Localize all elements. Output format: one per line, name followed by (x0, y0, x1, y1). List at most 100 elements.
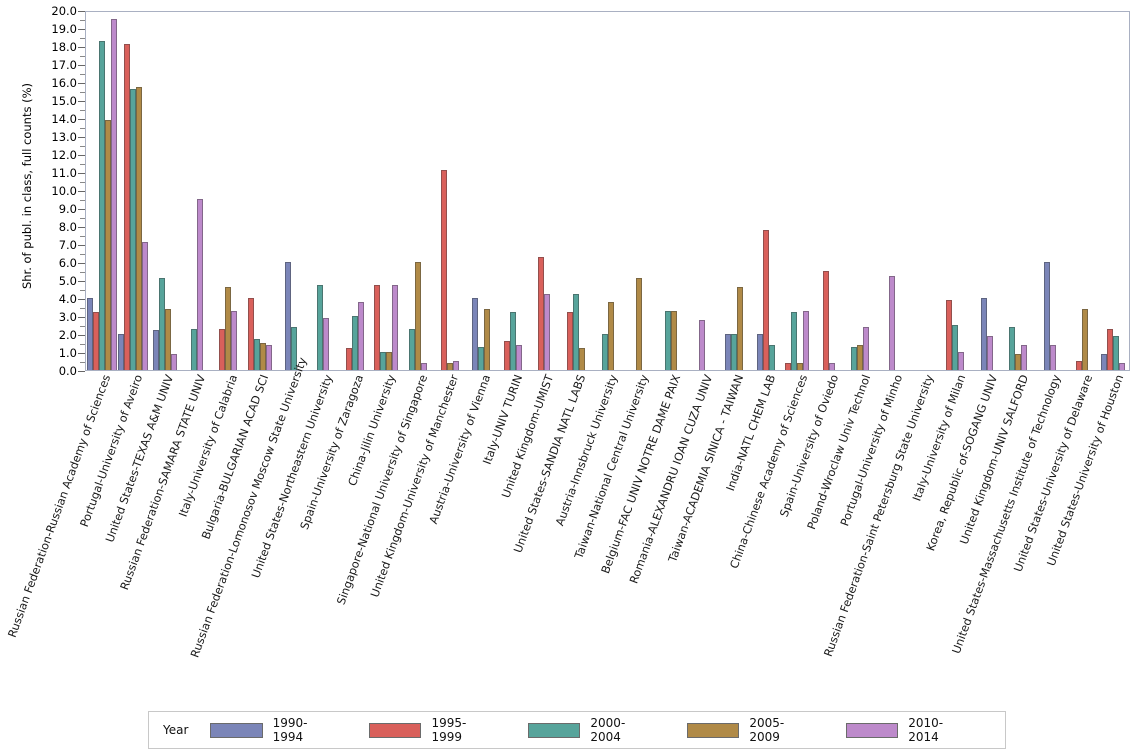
legend-swatch (528, 722, 581, 738)
y-minor-tick (80, 146, 85, 147)
bar (566, 312, 573, 370)
y-tick-mark (78, 191, 85, 192)
y-tick-mark (78, 101, 85, 102)
bar (857, 344, 864, 370)
bar (1107, 328, 1114, 370)
bar-group (149, 12, 181, 370)
legend-swatch (369, 722, 422, 738)
bar-group (939, 12, 971, 370)
bar (420, 362, 427, 370)
y-tick-label: 16.0 (51, 76, 77, 90)
bar (1021, 344, 1028, 370)
bar (165, 308, 172, 370)
bar-group (908, 12, 940, 370)
bar-group (592, 12, 624, 370)
bar (478, 346, 485, 370)
y-minor-tick (80, 326, 85, 327)
bar (699, 319, 706, 370)
legend-swatch (846, 722, 899, 738)
bar-group (813, 12, 845, 370)
bar-group (845, 12, 877, 370)
y-tick-mark (78, 299, 85, 300)
bar (509, 312, 516, 370)
bar (440, 170, 447, 370)
bar (171, 353, 178, 370)
y-minor-tick (80, 344, 85, 345)
bar (86, 298, 93, 370)
bar-group (623, 12, 655, 370)
bar (664, 310, 671, 370)
y-tick-label: 1.0 (58, 346, 77, 360)
bar (153, 330, 160, 370)
y-tick-mark (78, 227, 85, 228)
bar-group (370, 12, 402, 370)
bar (124, 44, 131, 370)
bar (958, 352, 965, 370)
bar-group (560, 12, 592, 370)
legend-label: 2010-2014 (908, 716, 944, 744)
y-tick-mark (78, 317, 85, 318)
bar (446, 362, 453, 370)
y-tick-label: 11.0 (51, 166, 77, 180)
bar (392, 285, 399, 370)
bar (952, 325, 959, 370)
y-tick-label: 9.0 (58, 202, 77, 216)
bar (980, 298, 987, 370)
bar (503, 341, 510, 370)
legend-swatch (687, 722, 740, 738)
y-tick-label: 3.0 (58, 310, 77, 324)
bar (225, 287, 232, 370)
bar (736, 287, 743, 370)
legend-item[interactable]: 2005-2009 (687, 716, 810, 744)
bar (130, 89, 137, 370)
bar (253, 339, 260, 370)
bar (92, 312, 99, 370)
y-minor-tick (80, 56, 85, 57)
legend-item[interactable]: 2000-2004 (528, 716, 651, 744)
bar (572, 294, 579, 370)
y-minor-tick (80, 38, 85, 39)
legend-label: 1995-1999 (431, 716, 467, 744)
bar (768, 344, 775, 370)
bar (1113, 335, 1120, 370)
bar (1081, 308, 1088, 370)
y-tick-label: 14.0 (51, 112, 77, 126)
y-minor-tick (80, 182, 85, 183)
bar (797, 362, 804, 370)
bar-group (750, 12, 782, 370)
y-tick-mark (78, 263, 85, 264)
bar (285, 262, 292, 370)
bar-group (181, 12, 213, 370)
bar (791, 312, 798, 370)
legend-label: 1990-1994 (272, 716, 308, 744)
y-tick-label: 17.0 (51, 58, 77, 72)
bar (351, 316, 358, 370)
legend-item[interactable]: 2010-2014 (846, 716, 969, 744)
bar-group (1098, 12, 1130, 370)
bar (484, 308, 491, 370)
bar (670, 310, 677, 370)
y-tick-mark (78, 11, 85, 12)
legend-title: Year (163, 723, 189, 737)
bar (762, 229, 769, 370)
bar-group (718, 12, 750, 370)
bar-group (655, 12, 687, 370)
bar (190, 328, 197, 370)
y-tick-mark (78, 209, 85, 210)
y-tick-mark (78, 65, 85, 66)
bar (104, 119, 111, 370)
y-tick-mark (78, 173, 85, 174)
bar-group (307, 12, 339, 370)
bar (1009, 326, 1016, 370)
bar (357, 301, 364, 370)
bar (578, 348, 585, 370)
bar-group (687, 12, 719, 370)
y-tick-label: 15.0 (51, 94, 77, 108)
legend-item[interactable]: 1995-1999 (369, 716, 492, 744)
y-tick-label: 4.0 (58, 292, 77, 306)
legend-item[interactable]: 1990-1994 (210, 716, 333, 744)
y-tick-mark (78, 47, 85, 48)
y-tick-label: 19.0 (51, 22, 77, 36)
bar-group (402, 12, 434, 370)
